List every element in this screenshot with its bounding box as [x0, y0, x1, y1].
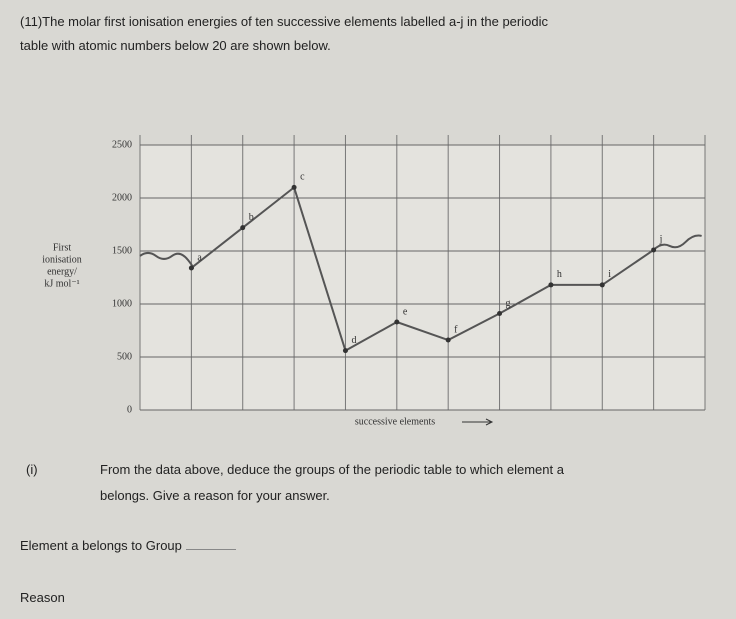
point-label: c: [300, 172, 305, 183]
data-point: [599, 282, 605, 288]
point-label: f: [454, 324, 458, 335]
point-label: e: [403, 306, 408, 317]
plot-area: [140, 145, 705, 410]
point-label: j: [659, 234, 663, 245]
point-label: g: [506, 298, 511, 309]
data-point: [445, 337, 451, 343]
wavy-lead-in: [139, 251, 195, 270]
y-axis-label: energy/: [47, 266, 77, 277]
y-tick-label: 500: [117, 351, 132, 362]
y-tick-label: 2000: [112, 192, 132, 203]
question-line: From the data above, deduce the groups o…: [100, 462, 564, 477]
data-line: [190, 185, 655, 353]
y-axis-label: First: [53, 242, 72, 253]
data-point: [240, 225, 246, 231]
header-line: (11)The molar first ionisation energies …: [20, 14, 548, 29]
y-axis-label: kJ mol⁻¹: [44, 278, 79, 289]
point-label: h: [557, 269, 562, 280]
answer-group-text: Element a belongs to Group: [20, 538, 182, 553]
x-axis-label: successive elements: [355, 416, 435, 427]
y-tick-label: 1500: [112, 245, 132, 256]
y-axis-label: ionisation: [42, 254, 81, 265]
y-tick-label: 2500: [112, 139, 132, 150]
x-axis-arrow: [462, 418, 494, 426]
question-number: (i): [26, 462, 38, 477]
point-label: a: [197, 252, 202, 263]
data-point: [651, 247, 657, 253]
y-tick-label: 1000: [112, 298, 132, 309]
point-label: d: [351, 335, 356, 346]
answer-group: Element a belongs to Group: [20, 538, 236, 553]
data-point: [394, 319, 400, 325]
point-label: i: [608, 269, 611, 280]
point-label: b: [249, 212, 254, 223]
data-point: [188, 265, 194, 271]
wavy-lead-out: [652, 234, 702, 251]
header-line: table with atomic numbers below 20 are s…: [20, 38, 331, 53]
data-point: [497, 311, 503, 317]
data-point: [342, 348, 348, 354]
y-tick-label: 0: [127, 404, 132, 415]
answer-reason: Reason: [20, 590, 65, 605]
question-line: belongs. Give a reason for your answer.: [100, 488, 330, 503]
data-point: [548, 282, 554, 288]
data-point: [291, 184, 297, 190]
answer-blank: [185, 549, 236, 550]
chart: 0 500 1000 1500 2000 2500 Firstionisationenerg…: [42, 135, 706, 427]
